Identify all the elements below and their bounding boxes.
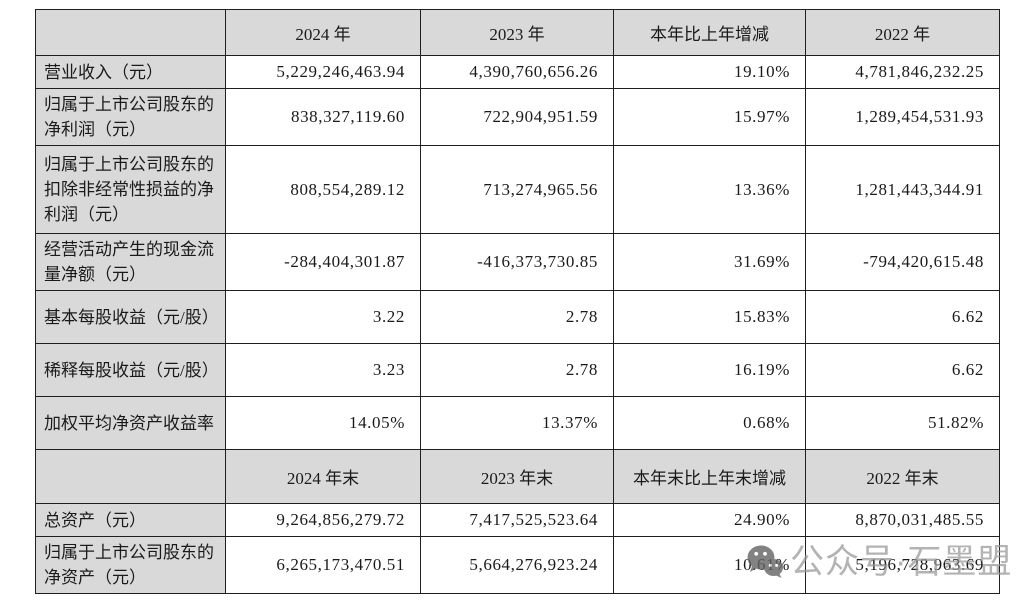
row-label: 经营活动产生的现金流量净额（元）: [35, 233, 226, 291]
value-cell: 10.61%: [613, 536, 806, 594]
col-header-yoy-change: 本年比上年增减: [613, 9, 806, 56]
value-cell: 5,229,246,463.94: [225, 55, 421, 89]
value-cell: 8,870,031,485.55: [805, 503, 1000, 537]
table-row-weighted-avg-roe: 加权平均净资产收益率 14.05% 13.37% 0.68% 51.82%: [35, 396, 1000, 450]
table-row-total-assets: 总资产（元） 9,264,856,279.72 7,417,525,523.64…: [35, 503, 1000, 537]
value-cell: 6,265,173,470.51: [225, 536, 421, 594]
value-cell: 19.10%: [613, 55, 806, 89]
period-header-row: 2024 年 2023 年 本年比上年增减 2022 年: [35, 9, 1000, 56]
col-header-2023: 2023 年: [420, 9, 614, 56]
row-label: 营业收入（元）: [35, 55, 226, 89]
value-cell: 713,274,965.56: [420, 145, 614, 234]
col-header-2024: 2024 年: [225, 9, 421, 56]
row-label: 加权平均净资产收益率: [35, 396, 226, 450]
value-cell: 722,904,951.59: [420, 88, 614, 146]
value-cell: 3.23: [225, 343, 421, 397]
value-cell: 13.37%: [420, 396, 614, 450]
value-cell: -284,404,301.87: [225, 233, 421, 291]
value-cell: 15.83%: [613, 290, 806, 344]
col-header-2022: 2022 年: [805, 9, 1000, 56]
table-row-diluted-eps: 稀释每股收益（元/股） 3.23 2.78 16.19% 6.62: [35, 343, 1000, 397]
value-cell: 14.05%: [225, 396, 421, 450]
value-cell: 4,390,760,656.26: [420, 55, 614, 89]
period-end-header-row: 2024 年末 2023 年末 本年末比上年末增减 2022 年末: [35, 449, 1000, 504]
value-cell: 24.90%: [613, 503, 806, 537]
table-row-basic-eps: 基本每股收益（元/股） 3.22 2.78 15.83% 6.62: [35, 290, 1000, 344]
value-cell: 0.68%: [613, 396, 806, 450]
value-cell: 31.69%: [613, 233, 806, 291]
col-header-2022-end: 2022 年末: [805, 449, 1000, 504]
row-label: 稀释每股收益（元/股）: [35, 343, 226, 397]
row-label: 归属于上市公司股东的净利润（元）: [35, 88, 226, 146]
value-cell: 13.36%: [613, 145, 806, 234]
row-label: 总资产（元）: [35, 503, 226, 537]
table-row-net-profit: 归属于上市公司股东的净利润（元） 838,327,119.60 722,904,…: [35, 88, 1000, 146]
value-cell: 15.97%: [613, 88, 806, 146]
financial-summary-table: 2024 年 2023 年 本年比上年增减 2022 年 营业收入（元） 5,2…: [35, 9, 1000, 594]
row-label: 归属于上市公司股东的净资产（元）: [35, 536, 226, 594]
value-cell: 51.82%: [805, 396, 1000, 450]
corner-cell: [35, 449, 226, 504]
corner-cell: [35, 9, 226, 56]
value-cell: 5,664,276,923.24: [420, 536, 614, 594]
value-cell: 838,327,119.60: [225, 88, 421, 146]
value-cell: 7,417,525,523.64: [420, 503, 614, 537]
value-cell: 808,554,289.12: [225, 145, 421, 234]
value-cell: 6.62: [805, 343, 1000, 397]
value-cell: 9,264,856,279.72: [225, 503, 421, 537]
value-cell: 5,196,728,963.69: [805, 536, 1000, 594]
value-cell: -794,420,615.48: [805, 233, 1000, 291]
table-row-operating-cash-flow: 经营活动产生的现金流量净额（元） -284,404,301.87 -416,37…: [35, 233, 1000, 291]
value-cell: 16.19%: [613, 343, 806, 397]
value-cell: -416,373,730.85: [420, 233, 614, 291]
col-header-yoy-end-change: 本年末比上年末增减: [613, 449, 806, 504]
value-cell: 6.62: [805, 290, 1000, 344]
value-cell: 4,781,846,232.25: [805, 55, 1000, 89]
value-cell: 3.22: [225, 290, 421, 344]
table-row-net-profit-excl-nonrecurring: 归属于上市公司股东的扣除非经常性损益的净利润（元） 808,554,289.12…: [35, 145, 1000, 234]
col-header-2023-end: 2023 年末: [420, 449, 614, 504]
value-cell: 1,281,443,344.91: [805, 145, 1000, 234]
col-header-2024-end: 2024 年末: [225, 449, 421, 504]
table-row-revenue: 营业收入（元） 5,229,246,463.94 4,390,760,656.2…: [35, 55, 1000, 89]
value-cell: 2.78: [420, 343, 614, 397]
table-row-net-assets: 归属于上市公司股东的净资产（元） 6,265,173,470.51 5,664,…: [35, 536, 1000, 594]
row-label: 归属于上市公司股东的扣除非经常性损益的净利润（元）: [35, 145, 226, 234]
value-cell: 1,289,454,531.93: [805, 88, 1000, 146]
row-label: 基本每股收益（元/股）: [35, 290, 226, 344]
value-cell: 2.78: [420, 290, 614, 344]
